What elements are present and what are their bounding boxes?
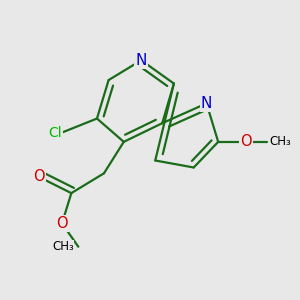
- Text: N: N: [136, 53, 147, 68]
- Text: O: O: [240, 134, 252, 149]
- Text: O: O: [56, 216, 68, 231]
- Text: O: O: [33, 169, 44, 184]
- Text: CH₃: CH₃: [269, 135, 291, 148]
- Text: N: N: [201, 96, 212, 111]
- Text: CH₃: CH₃: [52, 240, 74, 253]
- Text: Cl: Cl: [48, 125, 62, 140]
